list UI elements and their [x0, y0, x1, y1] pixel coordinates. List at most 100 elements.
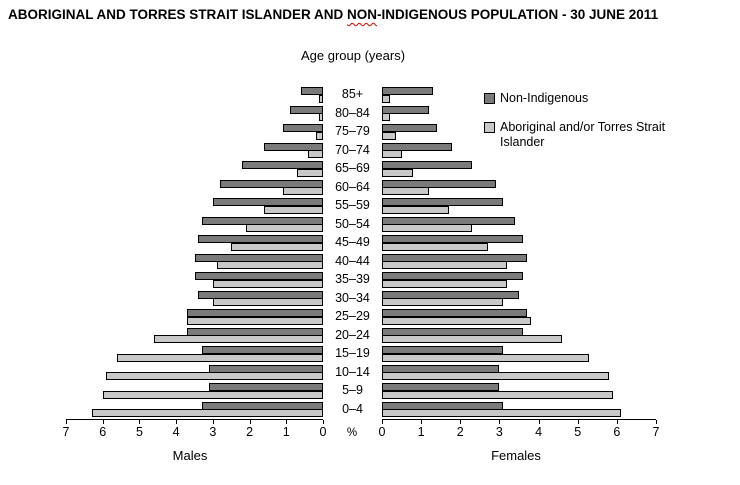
bar-male-non-indigenous	[242, 161, 323, 169]
bar-male-indigenous	[106, 372, 323, 380]
axis-tick-label: 0	[378, 425, 386, 439]
axis-tick-label: 7	[62, 425, 70, 439]
axis-tick-label: 3	[495, 425, 503, 439]
bar-male-indigenous	[117, 353, 323, 362]
bar-male-non-indigenous	[264, 142, 323, 151]
axis-tick-label: 1	[282, 425, 290, 439]
legend-item-non-indigenous: Non-Indigenous	[484, 91, 684, 106]
age-group-label: 60–64	[335, 179, 370, 194]
legend-item-aboriginal-torres-strait-islander: Aboriginal and/or Torres Strait Islander	[484, 120, 684, 150]
axis-tick-label: 3	[209, 425, 217, 439]
percent-unit-label: %	[346, 427, 358, 439]
legend-swatch-non-indigenous	[484, 93, 495, 104]
bar-female-indigenous	[382, 187, 429, 195]
bar-female-non-indigenous	[382, 87, 433, 95]
bar-female-indigenous	[382, 168, 414, 177]
bar-female-non-indigenous	[382, 105, 429, 114]
bar-male-non-indigenous	[300, 87, 323, 95]
bar-female-indigenous	[382, 409, 621, 417]
age-group-label: 65–69	[335, 161, 370, 175]
legend-label-non-indigenous: Non-Indigenous	[500, 91, 589, 105]
legend-swatch-aboriginal-torres-strait-islander	[484, 122, 495, 133]
axis-tick	[616, 420, 618, 424]
axis-tick	[102, 420, 104, 424]
bar-female-indigenous	[382, 372, 609, 380]
bar-female-non-indigenous	[382, 179, 496, 188]
bar-female-indigenous	[382, 94, 390, 103]
age-group-label: 85+	[341, 87, 364, 101]
age-group-label: 0–4	[342, 401, 363, 416]
bar-male-indigenous	[282, 187, 323, 195]
bar-female-indigenous	[382, 131, 396, 140]
males-axis-label: Males	[172, 448, 208, 463]
age-group-label: 35–39	[335, 272, 370, 286]
bar-female-indigenous	[382, 242, 488, 251]
axis-tick-label: 4	[535, 425, 543, 439]
axis-tick	[655, 420, 657, 424]
axis-tick	[538, 420, 540, 424]
bar-male-indigenous	[308, 150, 323, 158]
age-group-label: 80–84	[335, 105, 370, 120]
axis-tick-label: 0	[319, 425, 327, 439]
legend: Non-Indigenous Aboriginal and/or Torres …	[484, 91, 684, 164]
axis-tick-label: 6	[99, 425, 107, 439]
bar-male-non-indigenous	[289, 105, 323, 114]
bar-female-indigenous	[382, 353, 590, 362]
females-axis-label: Females	[491, 448, 541, 463]
bar-female-indigenous	[382, 113, 390, 121]
axis-tick	[499, 420, 501, 424]
age-group-label: 10–14	[335, 364, 370, 379]
bar-male-non-indigenous	[282, 124, 323, 132]
x-axis-line	[66, 419, 323, 420]
axis-tick	[139, 420, 141, 424]
age-group-label: 20–24	[335, 327, 370, 342]
age-group-label: 75–79	[335, 124, 370, 138]
bar-female-indigenous	[382, 298, 504, 306]
axis-tick-label: 6	[613, 425, 621, 439]
axis-tick	[249, 420, 251, 424]
age-group-label: 30–34	[335, 290, 370, 305]
age-group-label: 40–44	[335, 253, 370, 268]
age-group-label: 5–9	[342, 383, 363, 397]
age-group-label: 15–19	[335, 346, 370, 360]
bar-male-indigenous	[245, 224, 323, 232]
bar-male-indigenous	[187, 316, 323, 325]
bar-male-indigenous	[212, 298, 323, 306]
axis-tick	[66, 420, 68, 424]
age-group-label: 55–59	[335, 198, 370, 212]
axis-tick	[577, 420, 579, 424]
axis-tick	[460, 420, 462, 424]
chart-title-text: ABORIGINAL AND TORRES STRAIT ISLANDER AN…	[8, 7, 348, 22]
bar-female-indigenous	[382, 390, 613, 399]
bar-female-indigenous	[382, 205, 449, 214]
bar-male-indigenous	[319, 113, 323, 121]
age-group-label: 25–29	[335, 309, 370, 323]
bar-male-indigenous	[154, 335, 323, 343]
bar-male-indigenous	[264, 205, 323, 214]
axis-tick	[323, 420, 324, 424]
center-axis-title: Age group (years)	[300, 48, 406, 63]
bar-male-indigenous	[91, 409, 323, 417]
bar-male-indigenous	[212, 279, 323, 288]
axis-tick	[176, 420, 178, 424]
axis-tick-label: 4	[172, 425, 180, 439]
bar-male-indigenous	[231, 242, 323, 251]
bar-female-non-indigenous	[382, 161, 473, 169]
legend-label-aboriginal-torres-strait-islander: Aboriginal and/or Torres Strait Islander	[500, 120, 666, 149]
bar-female-indigenous	[382, 279, 508, 288]
bar-male-non-indigenous	[220, 179, 323, 188]
bar-female-indigenous	[382, 224, 473, 232]
axis-tick-label: 7	[652, 425, 660, 439]
axis-tick-label: 5	[135, 425, 143, 439]
chart-title: ABORIGINAL AND TORRES STRAIT ISLANDER AN…	[8, 7, 658, 22]
axis-tick-label: 2	[246, 425, 254, 439]
age-group-label: 70–74	[335, 142, 370, 157]
bar-female-indigenous	[382, 150, 402, 158]
spellcheck-wavy-underline: NON	[347, 7, 378, 22]
x-axis-line	[382, 419, 656, 420]
bar-female-non-indigenous	[382, 124, 437, 132]
bar-female-indigenous	[382, 335, 563, 343]
axis-tick-label: 5	[574, 425, 582, 439]
axis-tick	[286, 420, 288, 424]
bar-female-indigenous	[382, 316, 531, 325]
